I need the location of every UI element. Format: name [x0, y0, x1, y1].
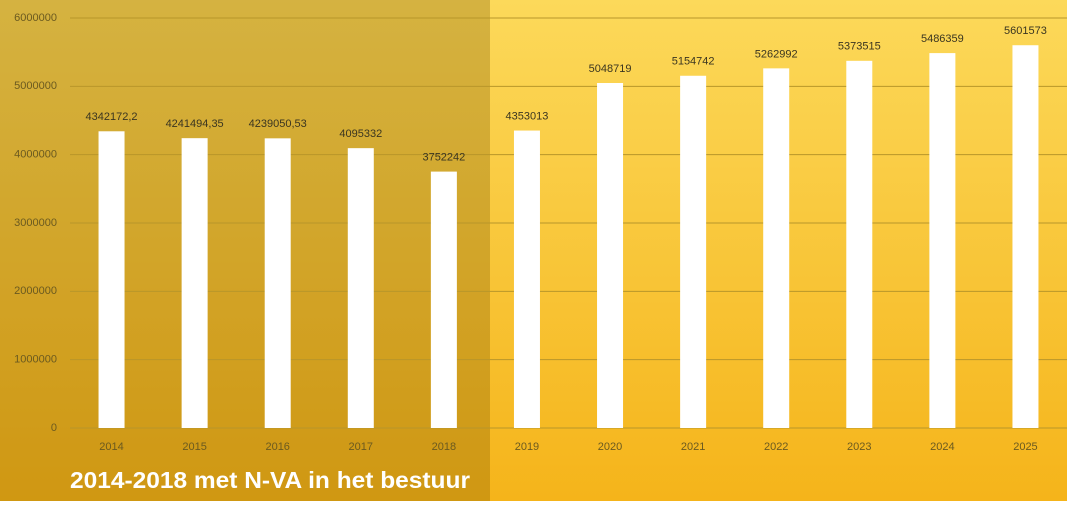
y-tick-label: 5000000	[14, 80, 57, 92]
x-tick-label: 2015	[182, 441, 206, 453]
x-tick-label: 2022	[764, 441, 788, 453]
x-tick-label: 2023	[847, 441, 871, 453]
bar	[1012, 45, 1039, 429]
bar	[929, 53, 956, 428]
x-tick-label: 2016	[265, 441, 289, 453]
bar	[513, 130, 540, 428]
value-label: 5154742	[672, 56, 715, 68]
y-tick-label: 3000000	[14, 217, 57, 229]
y-tick-label: 6000000	[14, 12, 57, 24]
x-tick-label: 2019	[515, 441, 539, 453]
y-tick-label: 2000000	[14, 285, 57, 297]
plot: 0 1000000 2000000 3000000 4000000 5000000 6000…	[14, 12, 1067, 453]
bar	[597, 83, 624, 428]
bar	[181, 138, 208, 428]
value-label: 5048719	[589, 63, 632, 75]
bar	[264, 138, 291, 428]
bar	[846, 60, 873, 428]
bar	[347, 148, 374, 428]
x-tick-label: 2018	[432, 441, 456, 453]
y-tick-label: 1000000	[14, 354, 57, 366]
value-label: 5262992	[755, 48, 798, 60]
value-label: 4342172,2	[86, 111, 138, 123]
value-label: 3752242	[422, 152, 465, 164]
value-label: 5601573	[1004, 25, 1047, 37]
value-label: 5373515	[838, 41, 881, 53]
value-label: 4095332	[339, 128, 382, 140]
x-tick-label: 2025	[1013, 441, 1037, 453]
bar	[98, 131, 125, 428]
y-tick-label: 4000000	[14, 149, 57, 161]
annotation: 2014-2018 met N-VA in het bestuur	[70, 467, 470, 493]
x-tick-label: 2021	[681, 441, 705, 453]
bar	[680, 75, 707, 428]
value-label: 4239050,53	[249, 118, 307, 130]
x-tick-label: 2014	[99, 441, 123, 453]
y-tick-label: 0	[51, 422, 57, 434]
value-label: 5486359	[921, 33, 964, 45]
highlight-region	[0, 0, 490, 501]
x-tick-label: 2020	[598, 441, 622, 453]
bar	[763, 68, 790, 428]
x-tick-label: 2024	[930, 441, 954, 453]
value-label: 4353013	[506, 110, 549, 122]
x-tick-label: 2017	[349, 441, 373, 453]
bar	[430, 171, 457, 428]
value-label: 4241494,35	[166, 118, 224, 130]
